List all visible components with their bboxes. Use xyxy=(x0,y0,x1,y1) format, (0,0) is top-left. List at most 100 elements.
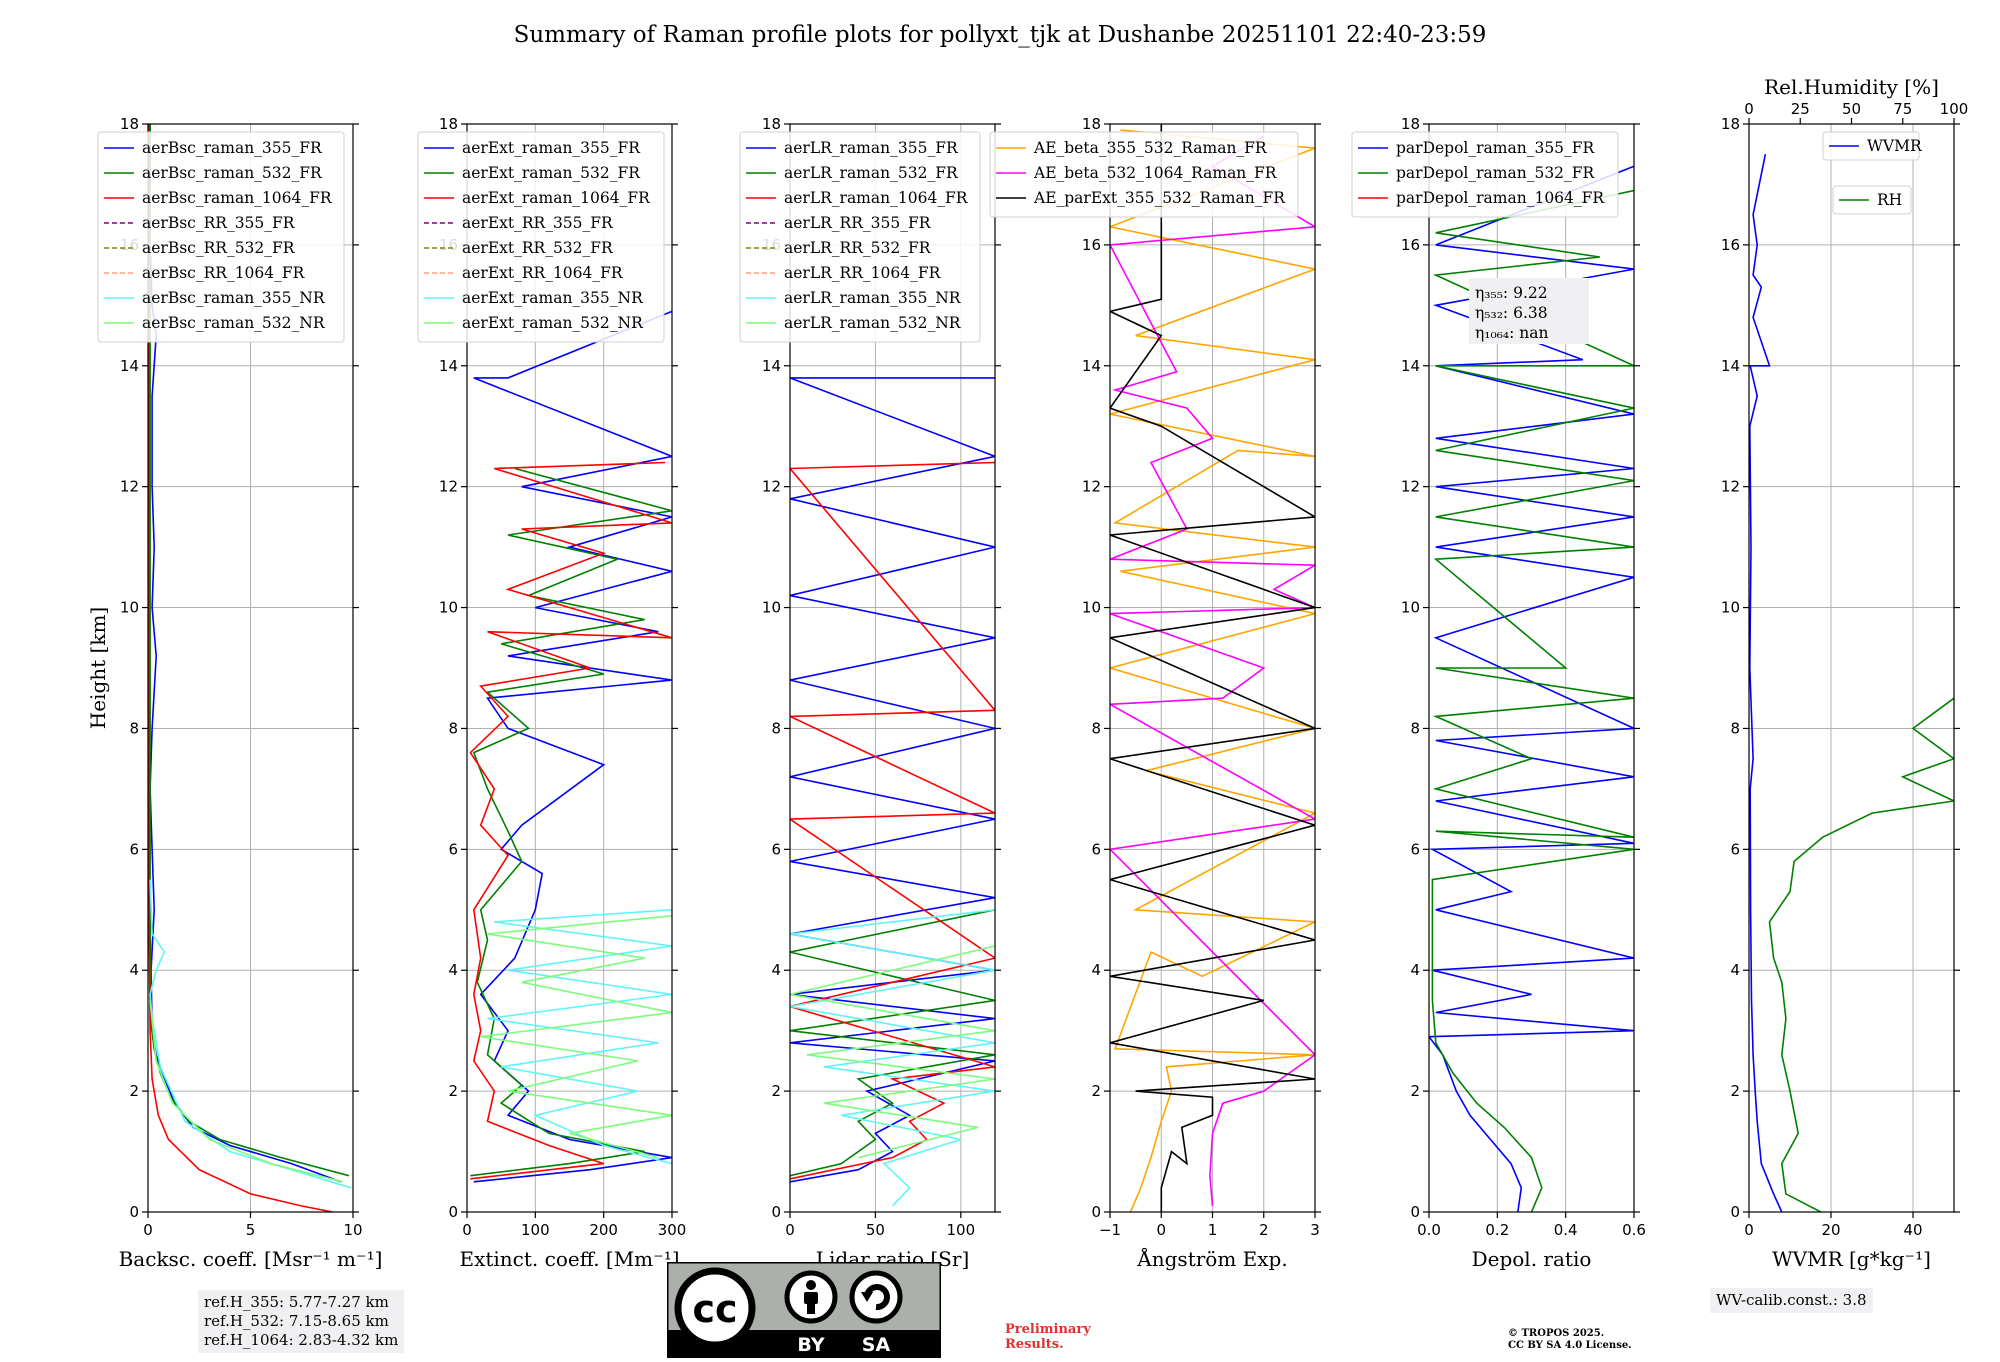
legend-box xyxy=(97,131,345,343)
legend-label: aerLR_raman_532_FR xyxy=(784,164,959,182)
copyright-note: © TROPOS 2025. CC BY SA 4.0 License. xyxy=(1508,1328,1632,1352)
legend-label: AE_parExt_355_532_Raman_FR xyxy=(1033,189,1286,207)
y-tick-label: 14 xyxy=(120,357,139,375)
panel-lidar_ratio: 024681012141618050100Lidar ratio [Sr]aer… xyxy=(739,115,1001,1271)
y-tick-label: 6 xyxy=(1410,840,1420,858)
top-tick-label: 0 xyxy=(1744,100,1754,118)
y-tick-label: 18 xyxy=(762,115,781,133)
x-tick-label: 300 xyxy=(658,1221,687,1239)
legend-label: aerLR_RR_355_FR xyxy=(784,214,932,232)
x-tick-label: 0.0 xyxy=(1417,1221,1441,1239)
legend-label: parDepol_raman_532_FR xyxy=(1396,164,1596,182)
cc-license-badge: cc BY SA xyxy=(665,1260,943,1360)
y-tick-label: 14 xyxy=(439,357,458,375)
ref-height-1064: ref.H_1064: 2.83-4.32 km xyxy=(204,1331,399,1349)
series-line-aerBsc_raman_532_NR xyxy=(149,1000,343,1183)
legend-label: aerBsc_raman_532_NR xyxy=(142,314,326,332)
y-tick-label: 18 xyxy=(1721,115,1740,133)
legend-box xyxy=(739,131,981,343)
y-tick-label: 0 xyxy=(771,1203,781,1221)
legend-box xyxy=(417,131,665,343)
series-line-aerLR_raman_532_FR xyxy=(790,909,995,1177)
x-tick-label: 2 xyxy=(1259,1221,1269,1239)
eta-annotation-bg xyxy=(1469,278,1589,344)
legend-label: parDepol_raman_1064_FR xyxy=(1396,189,1605,207)
cc-text: cc xyxy=(692,1287,737,1331)
x-tick-label: 50 xyxy=(866,1221,885,1239)
y-tick-label: 4 xyxy=(1410,961,1420,979)
sa-share-alike-icon xyxy=(849,1270,903,1324)
legend-label: aerExt_raman_532_NR xyxy=(462,314,644,332)
eta-annotation: η₃₅₅: 9.22 η₅₃₂: 6.38 η₁₀₆₄: nan xyxy=(1469,278,1589,344)
by-label: BY xyxy=(797,1334,824,1356)
series-line-aerExt_raman_532_FR xyxy=(470,467,672,1177)
y-tick-label: 8 xyxy=(1410,719,1420,737)
x-tick-label: 200 xyxy=(589,1221,618,1239)
legend-angstrom: AE_beta_355_532_Raman_FR AE_beta_532_1064… xyxy=(989,131,1299,218)
preliminary-results-note: Preliminary Results. xyxy=(1005,1322,1091,1352)
series-group xyxy=(1110,124,1315,1212)
legend-label: RH xyxy=(1877,191,1902,209)
legend-label: parDepol_raman_355_FR xyxy=(1396,139,1596,157)
y-tick-label: 2 xyxy=(771,1082,781,1100)
series-line-aerLR_raman_1064_FR xyxy=(790,461,995,1180)
legend-label: AE_beta_532_1064_Raman_FR xyxy=(1033,164,1278,182)
legend-box xyxy=(989,131,1299,218)
x-tick-label: 0 xyxy=(143,1221,153,1239)
y-tick-label: 6 xyxy=(1091,840,1101,858)
y-tick-label: 4 xyxy=(448,961,458,979)
y-tick-label: 18 xyxy=(1401,115,1420,133)
y-tick-label: 8 xyxy=(1091,719,1101,737)
series-line-aerLR_raman_355_NR xyxy=(790,909,995,1207)
y-tick-label: 6 xyxy=(1730,840,1740,858)
series-line-WVMR xyxy=(1749,154,1783,1212)
legend-label: aerExt_raman_355_FR xyxy=(462,139,641,157)
legend-box xyxy=(1822,131,1920,161)
series-line-parDepol_raman_532_FR xyxy=(1431,189,1634,1212)
legend-label: aerBsc_raman_355_NR xyxy=(142,289,326,307)
panel-backscatter: 0246810121416180510Backsc. coeff. [Msr⁻¹… xyxy=(97,115,382,1271)
legend-label: WVMR xyxy=(1867,137,1923,155)
y-tick-label: 10 xyxy=(1721,599,1740,617)
series-line-aerExt_raman_355_NR xyxy=(487,909,672,1165)
y-tick-label: 4 xyxy=(1730,961,1740,979)
legend-label: aerExt_raman_355_NR xyxy=(462,289,644,307)
y-tick-label: 6 xyxy=(448,840,458,858)
legend-label: aerBsc_raman_355_FR xyxy=(142,139,323,157)
y-tick-label: 14 xyxy=(1401,357,1420,375)
cc-circle-icon xyxy=(674,1267,756,1349)
series-line-aerLR_raman_355_FR xyxy=(790,377,995,1183)
y-tick-label: 4 xyxy=(771,961,781,979)
panel-depol: 0 2 4 6 8 10 12 14 16 18 0.0 0.2 0.4 0.6 Depol. ratio η… xyxy=(1351,115,1646,1271)
series-group xyxy=(148,124,352,1212)
legend-label: aerLR_raman_355_NR xyxy=(784,289,962,307)
series-line-AE_beta_532_1064_Raman_FR xyxy=(1110,135,1315,1207)
legend-label: aerBsc_RR_1064_FR xyxy=(142,264,306,282)
y-tick-label: 18 xyxy=(1082,115,1101,133)
series-line-AE_beta_355_532_Raman_FR xyxy=(1110,129,1315,1212)
y-tick-label: 12 xyxy=(120,478,139,496)
x-axis-label: WVMR [g*kg⁻¹] xyxy=(1772,1247,1931,1271)
legend-label: aerLR_raman_532_NR xyxy=(784,314,962,332)
y-tick-label: 0 xyxy=(1730,1203,1740,1221)
y-tick-label: 18 xyxy=(439,115,458,133)
series-line-aerLR_raman_532_NR xyxy=(790,945,995,1159)
y-tick-label: 4 xyxy=(1091,961,1101,979)
legend-label: aerBsc_RR_532_FR xyxy=(142,239,296,257)
top-tick-label: 75 xyxy=(1893,100,1912,118)
series-group xyxy=(1749,154,1954,1212)
legend-box xyxy=(1832,185,1912,215)
ref-height-355: ref.H_355: 5.77-7.27 km xyxy=(204,1293,389,1311)
y-tick-label: 2 xyxy=(129,1082,139,1100)
y-tick-label: 12 xyxy=(762,478,781,496)
series-group xyxy=(469,310,672,1183)
y-tick-label: 14 xyxy=(762,357,781,375)
x-tick-label: 0 xyxy=(1744,1221,1754,1239)
y-tick-label: 12 xyxy=(1401,478,1420,496)
legend-lidar_ratio: aerLR_raman_355_FR aerLR_raman_532_FR aerL… xyxy=(739,131,981,343)
y-tick-label: 14 xyxy=(1082,357,1101,375)
y-tick-label: 10 xyxy=(120,599,139,617)
